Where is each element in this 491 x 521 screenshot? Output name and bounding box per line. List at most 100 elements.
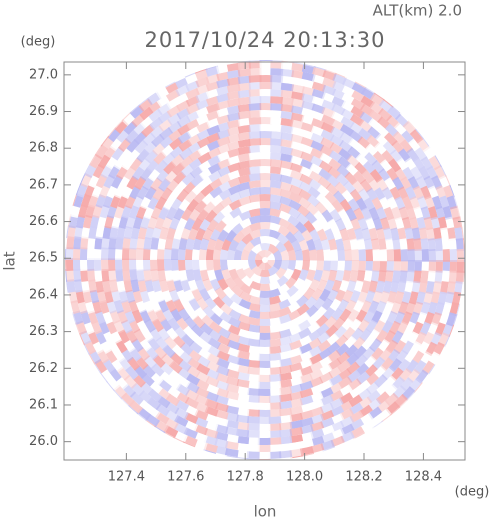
echo-cell	[150, 237, 160, 250]
echo-cell	[332, 442, 346, 448]
echo-cell	[129, 236, 138, 250]
echo-cell	[289, 347, 303, 358]
echo-cell	[197, 152, 212, 164]
echo-cell	[414, 249, 423, 262]
echo-cell	[280, 96, 294, 106]
echo-cell	[163, 431, 176, 439]
echo-cell	[108, 236, 117, 250]
echo-cell	[361, 280, 371, 294]
echo-cell	[219, 259, 229, 271]
echo-cell	[87, 330, 99, 345]
echo-cell	[139, 309, 151, 324]
echo-cell	[456, 205, 461, 219]
echo-cell	[299, 446, 314, 456]
echo-cell	[165, 80, 177, 88]
echo-cell	[335, 173, 349, 187]
echo-cell	[105, 320, 118, 335]
echo-cell	[349, 318, 362, 332]
echo-cell	[404, 280, 414, 295]
echo-cell	[296, 212, 309, 226]
echo-cell	[279, 421, 293, 431]
echo-cell	[311, 219, 324, 233]
echo-cell	[375, 227, 386, 241]
echo-cell	[420, 270, 429, 284]
echo-cell	[294, 260, 304, 272]
echo-cell	[338, 384, 353, 397]
echo-cell	[165, 206, 178, 221]
echo-cell	[227, 98, 241, 108]
echo-cell	[381, 320, 394, 335]
echo-cell	[297, 319, 312, 332]
echo-cell	[106, 204, 118, 219]
echo-cell	[321, 99, 336, 111]
echo-cell	[259, 110, 272, 118]
echo-cell	[322, 84, 337, 96]
echo-cell	[204, 420, 219, 432]
echo-cell	[329, 208, 342, 223]
echo-cell	[248, 75, 262, 83]
echo-cell	[386, 310, 398, 325]
echo-cell	[214, 424, 229, 434]
echo-cell	[442, 185, 454, 200]
echo-cell	[233, 231, 245, 244]
echo-cell	[114, 184, 126, 199]
echo-cell	[227, 316, 241, 328]
echo-cell	[347, 198, 360, 212]
echo-cell	[408, 311, 420, 326]
echo-cell	[140, 215, 151, 230]
echo-cell	[258, 360, 271, 369]
echo-cell	[95, 330, 107, 345]
echo-cell	[331, 199, 344, 213]
echo-cell	[402, 196, 414, 211]
echo-cell	[185, 72, 200, 85]
echo-cell	[319, 371, 333, 384]
echo-cell	[447, 281, 456, 295]
echo-cell	[309, 155, 324, 167]
echo-cell	[259, 236, 271, 244]
echo-cell	[268, 451, 282, 459]
echo-cell	[448, 238, 457, 252]
echo-cell	[329, 298, 342, 312]
echo-cell	[247, 387, 260, 396]
echo-cell	[290, 148, 304, 159]
echo-cell	[206, 124, 221, 136]
echo-cell	[68, 289, 78, 304]
echo-cell	[268, 273, 280, 284]
echo-cell	[87, 247, 95, 260]
echo-cell	[310, 421, 325, 432]
echo-cell	[166, 279, 176, 293]
echo-cell	[216, 357, 230, 369]
echo-cell	[310, 443, 325, 454]
echo-cell	[181, 333, 195, 347]
echo-cell	[175, 316, 189, 331]
echo-cell	[215, 63, 229, 68]
echo-cell	[257, 416, 271, 424]
echo-cell	[461, 227, 464, 241]
echo-cell	[211, 304, 224, 318]
echo-cell	[258, 318, 271, 327]
echo-cell	[337, 260, 345, 272]
echo-cell	[291, 239, 302, 252]
echo-cell	[364, 290, 376, 304]
echo-cell	[64, 247, 67, 260]
echo-cell	[257, 430, 271, 439]
echo-cell	[270, 117, 283, 126]
echo-cell	[339, 198, 353, 213]
echo-cell	[325, 324, 339, 338]
x-tick-label: 128.0	[286, 470, 323, 485]
echo-cell	[176, 99, 191, 112]
echo-cell	[83, 320, 95, 335]
echo-cell	[82, 289, 92, 304]
echo-cell	[456, 249, 465, 262]
echo-cell	[248, 173, 261, 182]
echo-cell	[231, 222, 244, 235]
echo-cell	[311, 125, 325, 137]
echo-cell	[316, 193, 329, 206]
echo-cell	[356, 270, 366, 283]
echo-cell	[411, 227, 421, 241]
echo-cell	[270, 96, 283, 104]
echo-cell	[336, 351, 351, 365]
y-tick-label: 26.1	[29, 397, 58, 412]
echo-cell	[462, 271, 465, 284]
